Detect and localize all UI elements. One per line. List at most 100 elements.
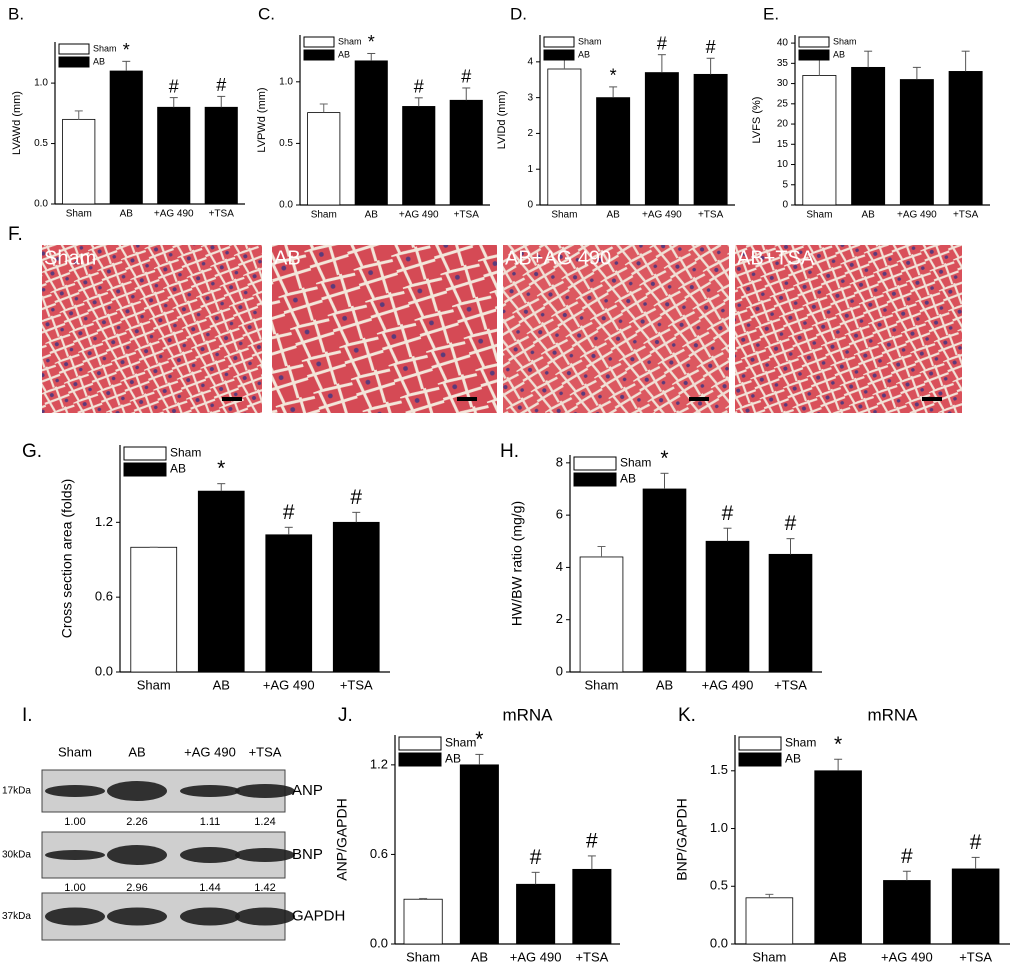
- x-tick-label: +AG 490: [702, 677, 754, 692]
- y-tick-label: 6: [556, 507, 563, 522]
- legend-swatch: [303, 36, 335, 48]
- histology-image: [735, 245, 962, 413]
- scale-bar: [457, 397, 477, 401]
- bar: [883, 880, 931, 945]
- panel-label: B.: [8, 4, 24, 23]
- bar: [547, 68, 582, 206]
- y-tick-label: 0.0: [34, 199, 48, 210]
- bar: [851, 66, 886, 206]
- y-axis-label: LVPWd (mm): [256, 87, 268, 152]
- protein-label: BNP: [292, 846, 323, 863]
- panel-label: E.: [763, 4, 779, 23]
- legend-label: AB: [578, 49, 590, 59]
- panel-label: F.: [8, 224, 23, 245]
- legend-label: AB: [833, 49, 845, 59]
- y-tick-label: 1: [527, 164, 533, 175]
- bar: [109, 70, 143, 205]
- y-tick-label: 20: [777, 119, 789, 130]
- x-tick-label: +AG 490: [510, 949, 562, 964]
- x-tick-label: Sham: [311, 210, 337, 221]
- chart-title: mRNA: [502, 705, 553, 724]
- bar: [572, 868, 612, 945]
- x-tick-label: AB: [365, 210, 379, 221]
- x-tick-label: Sham: [806, 210, 832, 221]
- significance-mark: #: [530, 846, 542, 869]
- y-tick-label: 1.5: [710, 762, 728, 777]
- x-tick-label: +AG 490: [897, 210, 937, 221]
- y-axis-label: LVIDd (mm): [496, 91, 508, 149]
- bar: [204, 106, 238, 205]
- blot-band: [180, 785, 240, 797]
- legend-swatch: [123, 462, 167, 477]
- blot-band: [107, 781, 167, 801]
- x-tick-label: AB: [471, 949, 488, 964]
- histology-image: [503, 245, 729, 413]
- x-tick-label: +AG 490: [881, 949, 933, 964]
- blot-band: [45, 785, 105, 797]
- x-tick-label: +TSA: [698, 210, 724, 221]
- x-tick-label: AB: [120, 209, 134, 220]
- bar: [402, 106, 436, 206]
- significance-mark: #: [657, 33, 667, 53]
- legend-swatch: [398, 736, 442, 751]
- bar: [768, 553, 813, 673]
- image-label: AB+TSA: [737, 247, 815, 269]
- band-ratio: 1.00: [64, 882, 85, 894]
- x-tick-label: +TSA: [953, 210, 979, 221]
- legend-swatch: [573, 472, 617, 487]
- y-tick-label: 8: [556, 454, 563, 469]
- band-ratio: 1.24: [254, 816, 275, 828]
- y-tick-label: 0: [527, 200, 533, 211]
- significance-mark: #: [461, 67, 471, 87]
- significance-mark: #: [350, 486, 362, 509]
- y-tick-label: 0.0: [279, 200, 293, 211]
- legend-label: AB: [170, 462, 186, 476]
- lane-label: AB: [128, 744, 145, 759]
- bar: [307, 112, 341, 206]
- legend-label: AB: [445, 752, 461, 766]
- significance-mark: #: [901, 845, 913, 868]
- legend-swatch: [58, 43, 90, 55]
- significance-mark: *: [610, 66, 617, 86]
- panel-label: D.: [510, 4, 527, 23]
- y-tick-label: 0.0: [370, 935, 388, 950]
- lane-label: +TSA: [249, 744, 282, 759]
- blot-band: [107, 907, 167, 926]
- blot-band: [235, 907, 295, 926]
- y-axis-label: ANP/GAPDH: [334, 798, 350, 880]
- y-tick-label: 5: [782, 179, 788, 190]
- band-ratio: 1.11: [200, 816, 221, 828]
- bar: [644, 72, 679, 206]
- y-tick-label: 0.5: [710, 878, 728, 893]
- legend-swatch: [798, 49, 830, 61]
- legend-swatch: [738, 752, 782, 767]
- bar: [157, 106, 191, 205]
- significance-mark: #: [785, 512, 797, 535]
- legend-swatch: [543, 36, 575, 48]
- significance-mark: #: [722, 502, 734, 525]
- histology-image: [42, 245, 262, 413]
- blot-band: [107, 845, 167, 865]
- band-ratio: 1.42: [254, 882, 275, 894]
- legend-swatch: [303, 49, 335, 61]
- bar: [449, 99, 483, 206]
- x-tick-label: +AG 490: [263, 677, 315, 692]
- x-tick-label: AB: [829, 949, 846, 964]
- bar: [332, 521, 380, 673]
- blot-band: [45, 850, 105, 860]
- legend-label: Sham: [338, 36, 362, 46]
- bar: [642, 488, 687, 673]
- x-tick-label: Sham: [137, 677, 171, 692]
- y-tick-label: 1.2: [370, 756, 388, 771]
- lane-label: +AG 490: [184, 744, 236, 759]
- panel-label: H.: [500, 441, 519, 462]
- chart: E. 0 5 10 15 20 25 30 35 40 LVFS (%) Sham AB +AG 490 +…: [751, 4, 990, 221]
- x-tick-label: Sham: [551, 210, 577, 221]
- x-tick-label: +TSA: [959, 949, 992, 964]
- x-tick-label: AB: [861, 210, 875, 221]
- size-label: 37kDa: [2, 911, 31, 922]
- chart: G. 0.0 0.6 1.2 Cross section area (folds) Sha…: [22, 441, 390, 692]
- blot-band: [180, 847, 240, 863]
- legend-label: AB: [620, 472, 636, 486]
- scale-bar: [689, 397, 709, 401]
